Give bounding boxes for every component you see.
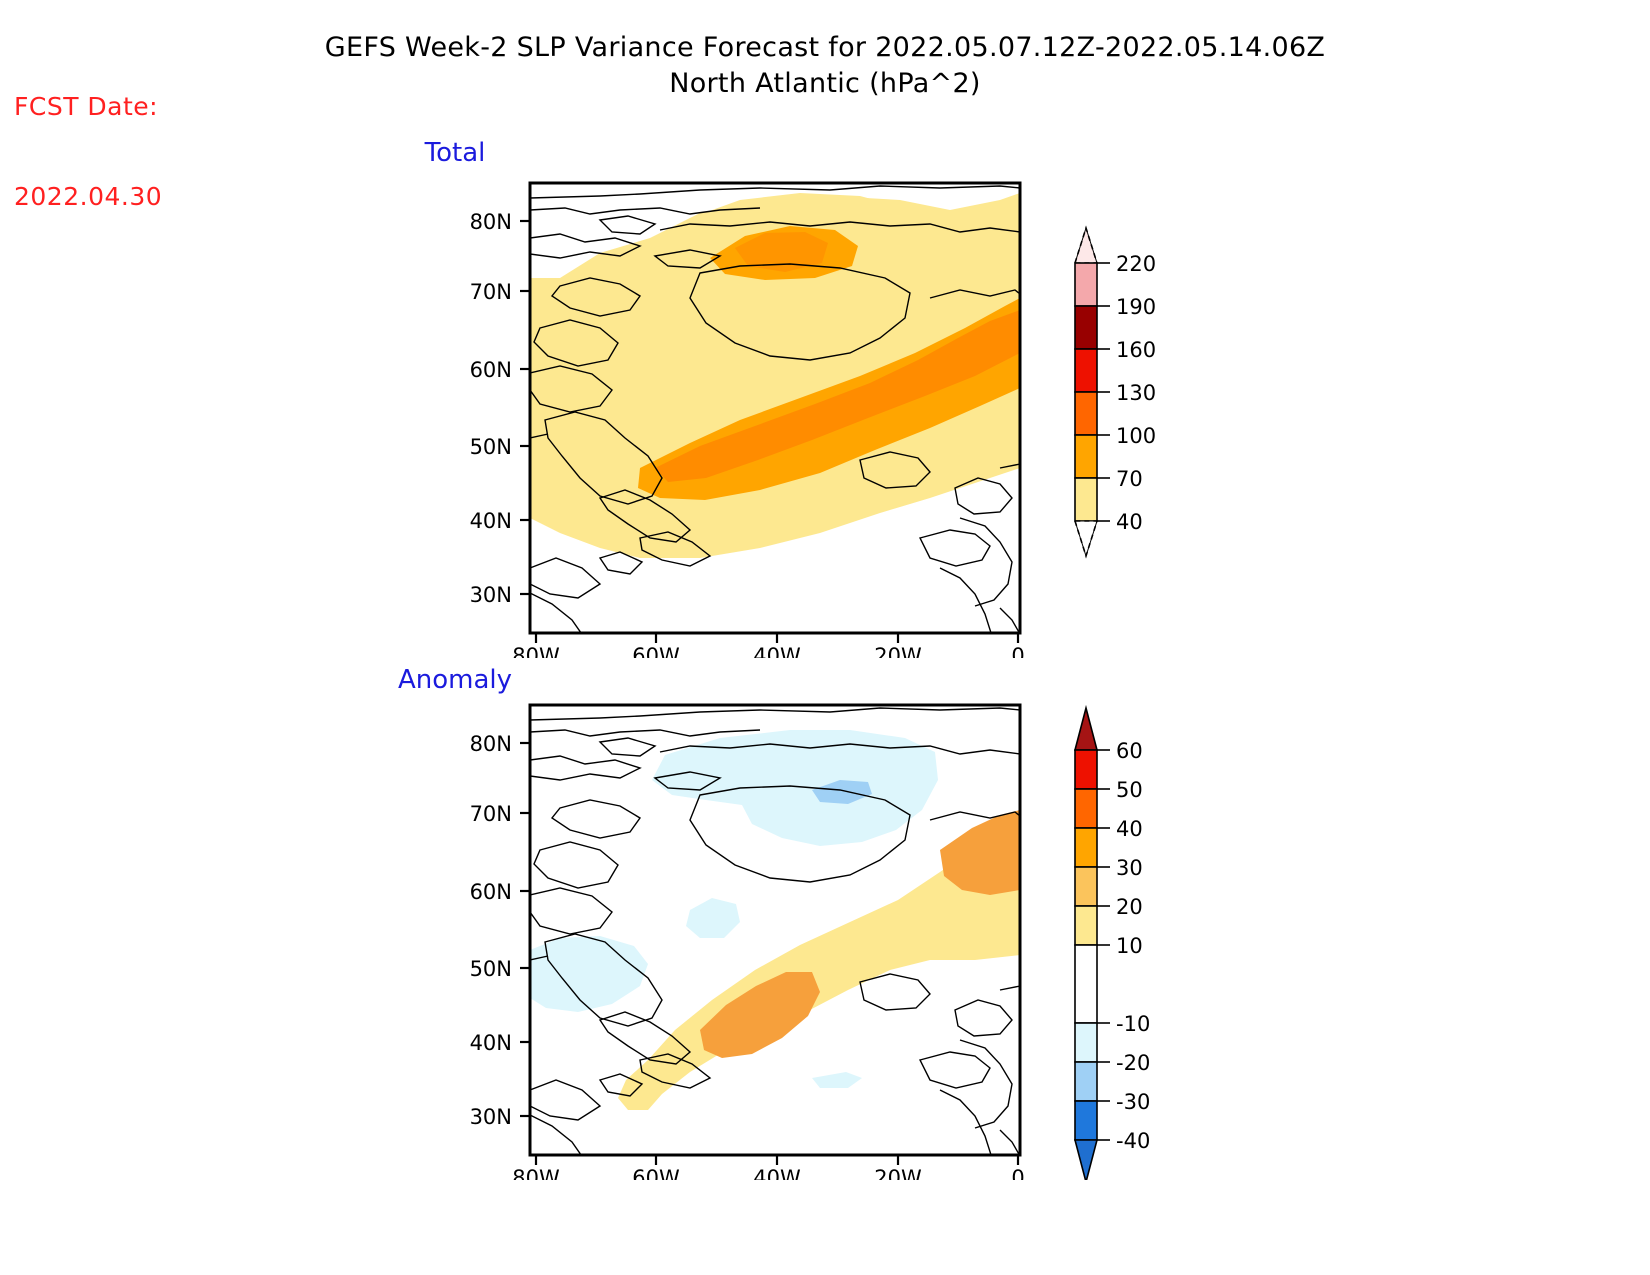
cbar-total-label-70: 70: [1116, 467, 1143, 491]
coastlines-anomaly: [530, 707, 1020, 1155]
contour-blob-orange-arctic: [735, 232, 828, 272]
forecast-date-label: FCST Date:: [14, 92, 159, 121]
total-shading: [530, 183, 1020, 633]
panel-total-title: Total: [424, 138, 486, 168]
map-frame-anomaly: [528, 703, 1022, 1157]
colorbar-total: 220 190 160 130 100 70 40: [1073, 225, 1156, 559]
forecast-date-block: FCST Date: 2022.04.30: [14, 32, 162, 242]
title-line-2: North Atlantic (hPa^2): [669, 68, 981, 99]
xtick-label-40w: 40W: [753, 644, 801, 658]
cbar-total-label-160: 160: [1116, 338, 1156, 362]
cbar-anom-label-60: 60: [1116, 739, 1143, 763]
ytick-label-70n: 70N: [470, 280, 512, 304]
xaxis-total: 80W 60W 40W 20W 0: [512, 633, 1025, 658]
contour-band-neg30-neg20-core: [812, 780, 872, 804]
panel-anomaly: Anomaly: [0, 660, 1650, 1180]
cbar-total-label-190: 190: [1116, 295, 1156, 319]
ytick-label-80n-anom: 80N: [470, 732, 512, 756]
contour-band-20-30-iceland: [940, 810, 1020, 895]
cbar-total-label-220: 220: [1116, 252, 1156, 276]
ytick-label-50n: 50N: [470, 435, 512, 459]
xtick-label-20w-anom: 20W: [874, 1166, 922, 1180]
contour-band-100-plus: [655, 310, 1020, 482]
yaxis-anomaly: 80N 70N 60N 50N 40N 30N: [470, 732, 530, 1129]
xtick-label-60w: 60W: [632, 644, 680, 658]
cbar-anom-label-neg10: -10: [1116, 1012, 1150, 1036]
ytick-label-40n: 40N: [470, 509, 512, 533]
anomaly-shading: [530, 705, 1020, 1155]
panel-total: Total: [0, 138, 1650, 658]
ytick-label-70n-anom: 70N: [470, 802, 512, 826]
ytick-label-60n: 60N: [470, 358, 512, 382]
xtick-label-60w-anom: 60W: [632, 1166, 680, 1180]
cbar-anom-label-40: 40: [1116, 817, 1143, 841]
map-anomaly: 80N 70N 60N 50N 40N 30N 80W 60W 40W 20W …: [470, 703, 1150, 1180]
xaxis-anomaly: 80W 60W 40W 20W 0: [512, 1155, 1025, 1180]
cbar-total-label-40: 40: [1116, 510, 1143, 534]
ytick-label-30n: 30N: [470, 583, 512, 607]
ytick-label-30n-anom: 30N: [470, 1105, 512, 1129]
ytick-label-80n: 80N: [470, 210, 512, 234]
page-title: GEFS Week-2 SLP Variance Forecast for 20…: [0, 30, 1650, 102]
cbar-anom-label-30: 30: [1116, 856, 1143, 880]
cbar-anom-label-10: 10: [1116, 934, 1143, 958]
cbar-anom-label-neg20: -20: [1116, 1051, 1150, 1075]
xtick-label-0-anom: 0: [1011, 1166, 1024, 1180]
cbar-total-label-100: 100: [1116, 424, 1156, 448]
cbar-total-label-130: 130: [1116, 381, 1156, 405]
xtick-label-0: 0: [1011, 644, 1024, 658]
map-total: 80N 70N 60N 50N 40N 30N 80W 60W 40W 20W …: [470, 181, 1156, 658]
xtick-label-40w-anom: 40W: [753, 1166, 801, 1180]
contour-band-neg20-neg10-labrador: [686, 898, 740, 938]
coastlines-total: [530, 185, 1020, 633]
ytick-label-50n-anom: 50N: [470, 957, 512, 981]
cbar-anom-label-20: 20: [1116, 895, 1143, 919]
cbar-anom-label-neg40: -40: [1116, 1129, 1150, 1153]
map-frame-total: [528, 181, 1022, 635]
contour-band-neg20-neg10-midatl: [812, 1072, 862, 1088]
cbar-anom-label-50: 50: [1116, 778, 1143, 802]
cbar-anom-label-neg30: -30: [1116, 1090, 1150, 1114]
xtick-label-80w-anom: 80W: [512, 1166, 560, 1180]
panel-anomaly-title: Anomaly: [397, 665, 513, 695]
xtick-label-80w: 80W: [512, 644, 560, 658]
contour-band-20-30-core: [700, 972, 820, 1058]
xtick-label-20w: 20W: [874, 644, 922, 658]
contour-band-neg20-neg10-arctic: [652, 730, 938, 846]
ytick-label-40n-anom: 40N: [470, 1031, 512, 1055]
title-line-1: GEFS Week-2 SLP Variance Forecast for 20…: [324, 32, 1326, 63]
forecast-date-value: 2022.04.30: [14, 182, 163, 211]
yaxis-total: 80N 70N 60N 50N 40N 30N: [470, 210, 530, 607]
colorbar-anomaly: 60 50 40 30 20 10 -10 -20 -30 -40: [1073, 704, 1150, 1180]
ytick-label-60n-anom: 60N: [470, 880, 512, 904]
